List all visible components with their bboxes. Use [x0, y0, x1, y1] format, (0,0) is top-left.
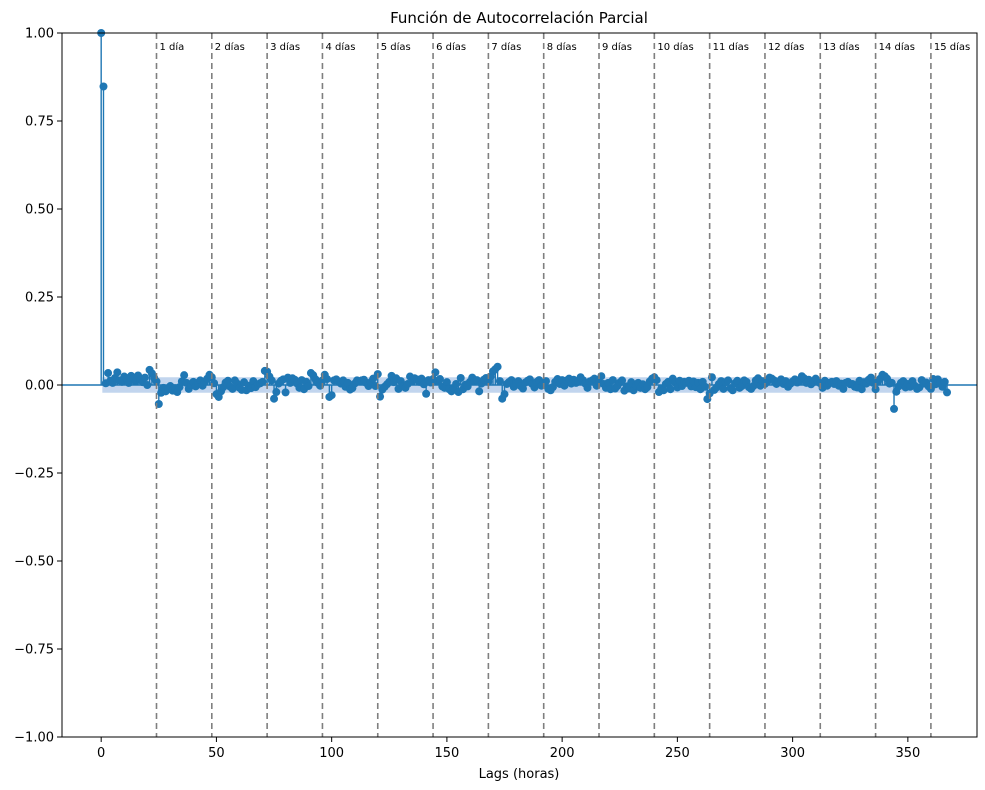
- x-axis-label: Lags (horas): [479, 767, 560, 782]
- data-point-98: [323, 375, 332, 384]
- data-point-222: [608, 376, 617, 385]
- x-tick-label-3: 150: [434, 746, 459, 761]
- day-label-10: 10 días: [657, 41, 693, 53]
- data-point-36: [180, 371, 189, 380]
- day-label-7: 7 días: [491, 41, 521, 53]
- day-label-2: 2 días: [215, 41, 245, 53]
- data-point-175: [500, 390, 509, 399]
- data-point-276: [733, 376, 742, 385]
- data-point-90: [304, 382, 313, 391]
- day-label-3: 3 días: [270, 41, 300, 53]
- data-point-156: [456, 373, 465, 382]
- y-tick-label-4: 0.00: [25, 379, 54, 394]
- x-tick-label-1: 50: [208, 746, 225, 761]
- data-point-20: [143, 381, 152, 389]
- data-point-1: [99, 82, 108, 91]
- data-point-274: [728, 386, 737, 395]
- y-tick-label-0: 1.00: [25, 27, 54, 42]
- data-point-150: [442, 378, 451, 387]
- data-point-3: [104, 369, 113, 378]
- x-tick-label-4: 200: [550, 746, 575, 761]
- points-group: [97, 29, 952, 413]
- data-point-7: [113, 368, 122, 377]
- data-point-226: [618, 376, 627, 385]
- y-tick-label-1: 0.75: [25, 115, 54, 130]
- data-point-164: [475, 387, 484, 396]
- data-point-75: [270, 394, 279, 403]
- data-point-74: [267, 376, 276, 385]
- day-label-12: 12 días: [768, 41, 804, 53]
- data-point-262: [701, 382, 710, 391]
- data-point-344: [890, 404, 899, 413]
- y-tick-label-3: 0.25: [25, 291, 54, 306]
- plot-area: 1 día 2 días 3 días 4 días 5 días 6 días 7 día…: [14, 27, 978, 761]
- data-point-247: [666, 385, 675, 394]
- data-point-24: [152, 377, 161, 386]
- day-label-4: 4 días: [325, 41, 355, 53]
- data-point-57: [228, 384, 237, 393]
- data-point-173: [495, 377, 504, 386]
- data-point-154: [452, 379, 461, 388]
- data-point-343: [887, 378, 896, 387]
- data-point-366: [940, 377, 949, 386]
- data-point-172: [493, 362, 502, 371]
- data-point-19: [140, 373, 149, 382]
- x-tick-label-7: 350: [895, 746, 920, 761]
- day-label-1: 1 día: [159, 41, 184, 53]
- x-tick-label-2: 100: [319, 746, 344, 761]
- y-tick-label-6: −0.50: [14, 555, 54, 570]
- chart-title: Función de Autocorrelación Parcial: [390, 9, 648, 27]
- day-label-13: 13 días: [823, 41, 859, 53]
- day-label-11: 11 días: [713, 41, 749, 53]
- x-tick-label-0: 0: [97, 746, 105, 761]
- day-label-6: 6 días: [436, 41, 466, 53]
- x-tick-label-6: 300: [780, 746, 805, 761]
- y-tick-label-2: 0.50: [25, 203, 54, 218]
- data-point-70: [258, 377, 267, 386]
- y-tick-label-7: −0.75: [14, 643, 54, 658]
- data-point-336: [871, 385, 880, 394]
- data-point-76: [272, 388, 281, 397]
- data-point-80: [281, 388, 290, 397]
- data-point-147: [435, 375, 444, 384]
- y-tick-label-5: −0.25: [14, 467, 54, 482]
- day-label-8: 8 días: [547, 41, 577, 53]
- data-point-211: [583, 383, 592, 392]
- data-point-330: [857, 385, 866, 394]
- day-label-14: 14 días: [879, 41, 915, 53]
- day-label-9: 9 días: [602, 41, 632, 53]
- data-point-141: [422, 389, 431, 398]
- data-point-367: [943, 388, 952, 397]
- data-point-244: [659, 386, 668, 395]
- data-point-272: [724, 376, 733, 385]
- day-label-15: 15 días: [934, 41, 970, 53]
- x-tick-label-5: 250: [665, 746, 690, 761]
- data-point-107: [343, 378, 352, 387]
- data-point-270: [719, 384, 728, 393]
- data-point-100: [327, 391, 336, 400]
- day-label-5: 5 días: [381, 41, 411, 53]
- y-tick-label-8: −1.00: [14, 731, 54, 746]
